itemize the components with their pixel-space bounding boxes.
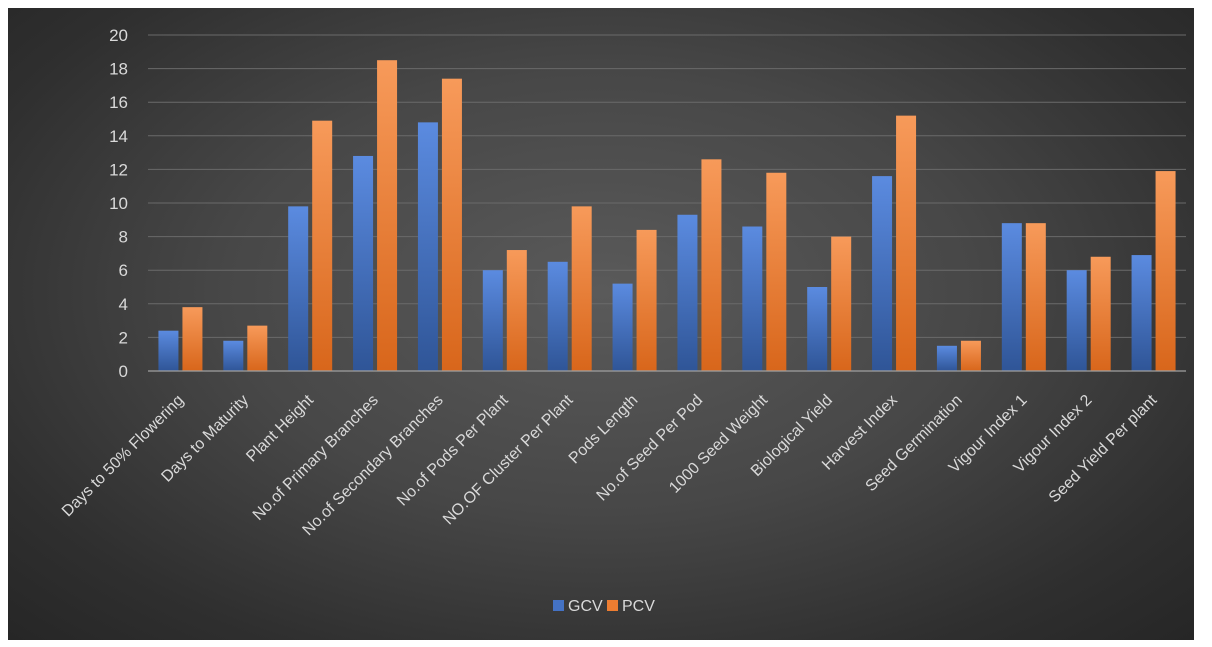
- y-tick-label: 4: [119, 295, 128, 314]
- chart-area: [8, 8, 1194, 640]
- bar-gcv-3: [353, 155, 374, 371]
- bar-gcv-2: [288, 206, 309, 371]
- bar-gcv-4: [417, 122, 438, 371]
- x-category-label: No.of Primary Branches: [250, 392, 382, 524]
- y-tick-label: 2: [119, 328, 128, 347]
- bar-pcv-6: [571, 206, 592, 371]
- bar-pcv-14: [1090, 256, 1111, 371]
- y-tick-label: 12: [109, 160, 128, 179]
- bars: [158, 60, 1176, 372]
- bar-gcv-0: [158, 330, 179, 371]
- bar-gcv-7: [612, 283, 633, 371]
- legend: GCV PCV: [553, 598, 655, 615]
- legend-swatch-gcv: [553, 600, 564, 611]
- bar-gcv-8: [677, 214, 698, 371]
- y-tick-label: 10: [109, 194, 128, 213]
- x-category-label: Seed Yield Per plant: [1046, 391, 1161, 506]
- bar-pcv-5: [506, 250, 527, 371]
- y-tick-label: 0: [119, 362, 128, 381]
- bar-gcv-14: [1066, 270, 1087, 371]
- y-tick-label: 6: [119, 261, 128, 280]
- bar-gcv-5: [482, 270, 503, 371]
- bar-gcv-12: [936, 345, 957, 371]
- bar-gcv-6: [547, 261, 568, 371]
- bar-gcv-9: [742, 226, 763, 371]
- x-category-label: Days to 50% Flowering: [59, 392, 187, 520]
- y-tick-label: 14: [109, 127, 128, 146]
- x-category-label: No.of Pods Per Plant: [394, 391, 512, 509]
- bar-pcv-7: [636, 229, 657, 371]
- y-axis-ticks: 0 2 4 6 8 10 12 14 16 18 20: [109, 26, 128, 381]
- bar-pcv-12: [960, 340, 981, 371]
- bar-pcv-9: [766, 172, 787, 371]
- y-tick-label: 8: [119, 228, 128, 247]
- x-category-label: NO.OF Cluster Per Plant: [440, 391, 577, 528]
- x-category-label: No.of Seed Per Pod: [594, 392, 707, 505]
- y-tick-label: 16: [109, 93, 128, 112]
- bar-pcv-10: [831, 236, 852, 371]
- bar-pcv-2: [312, 120, 333, 372]
- bar-pcv-15: [1155, 171, 1176, 371]
- legend-swatch-pcv: [607, 600, 618, 611]
- bar-pcv-8: [701, 159, 722, 371]
- bar-gcv-15: [1131, 255, 1152, 371]
- bar-pcv-4: [441, 78, 462, 372]
- legend-label-gcv: GCV: [568, 598, 603, 615]
- bar-pcv-13: [1025, 223, 1046, 371]
- bar-gcv-10: [807, 287, 828, 371]
- legend-label-pcv: PCV: [622, 598, 655, 615]
- bar-pcv-3: [377, 60, 398, 371]
- bar-pcv-11: [896, 115, 917, 371]
- bar-pcv-0: [182, 307, 203, 371]
- bar-gcv-1: [223, 340, 244, 371]
- y-tick-label: 20: [109, 26, 128, 45]
- bar-gcv-13: [1001, 223, 1022, 371]
- y-tick-label: 18: [109, 60, 128, 79]
- bar-gcv-11: [872, 176, 893, 371]
- bar-pcv-1: [247, 325, 268, 371]
